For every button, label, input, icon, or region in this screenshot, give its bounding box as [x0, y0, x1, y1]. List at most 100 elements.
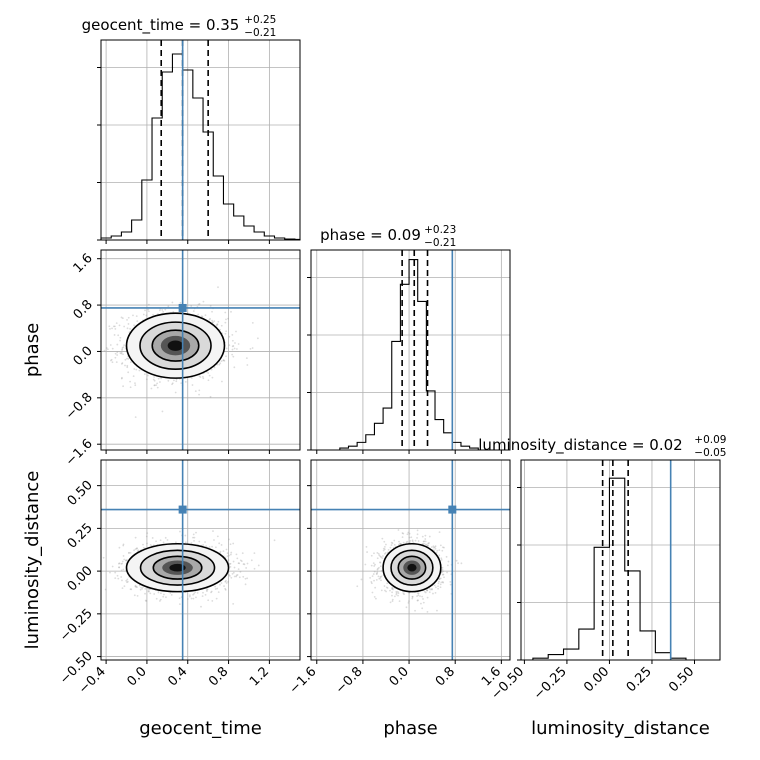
sample-point — [121, 348, 124, 351]
sample-point — [144, 592, 146, 595]
sample-point — [422, 601, 425, 604]
sample-point — [449, 580, 452, 583]
sample-point — [122, 555, 125, 557]
sample-point — [237, 343, 240, 345]
sample-point — [160, 592, 162, 595]
sample-point — [236, 557, 239, 560]
sample-point — [455, 559, 458, 562]
sample-point — [96, 588, 98, 590]
sample-point — [376, 571, 379, 574]
sample-point — [226, 552, 229, 555]
sample-point — [372, 573, 375, 575]
sample-point — [437, 587, 439, 590]
sample-point — [440, 571, 443, 574]
scatter-inner — [96, 460, 300, 660]
sample-point — [121, 562, 124, 565]
ytick-label-phase: 0.8 — [71, 297, 96, 322]
sample-point — [153, 376, 156, 378]
sample-point — [218, 542, 221, 545]
sample-point — [436, 609, 438, 612]
sample-point — [153, 593, 156, 595]
sample-point — [125, 559, 128, 562]
sample-point — [419, 595, 421, 598]
sample-point — [200, 315, 203, 318]
sample-point — [439, 583, 442, 586]
sample-point — [211, 319, 213, 322]
sample-point — [161, 410, 164, 413]
sample-point — [137, 549, 140, 552]
sample-point — [156, 382, 159, 385]
sample-point — [257, 564, 260, 567]
sample-point — [401, 536, 404, 539]
sample-point — [441, 568, 444, 571]
sample-point — [161, 309, 164, 311]
sample-point — [122, 544, 125, 547]
sample-point — [132, 375, 135, 378]
sample-point — [190, 305, 193, 307]
sample-point — [142, 313, 145, 316]
sample-point — [380, 569, 383, 572]
sample-point — [192, 310, 195, 312]
sample-point — [235, 575, 238, 578]
sample-point — [395, 590, 398, 593]
sample-point — [173, 379, 175, 382]
sample-point — [376, 572, 378, 575]
sample-point — [433, 584, 436, 587]
sample-point — [141, 586, 144, 589]
sample-point — [251, 347, 254, 349]
contour-line-2 — [151, 329, 200, 362]
sample-point — [366, 551, 368, 553]
sample-point — [174, 541, 177, 544]
sample-point — [426, 596, 429, 599]
sample-point — [140, 586, 142, 589]
xtick-label-luminosity_distance: 0.50 — [666, 664, 697, 695]
sample-point — [373, 579, 375, 582]
sample-point — [382, 547, 385, 550]
sample-point — [411, 595, 414, 598]
sample-point — [217, 286, 219, 289]
sample-point — [227, 317, 229, 320]
sample-point — [141, 587, 144, 590]
sample-point — [434, 586, 437, 589]
sample-point — [382, 549, 385, 552]
sample-point — [234, 342, 236, 344]
sample-point — [102, 556, 105, 559]
sample-point — [153, 379, 156, 382]
sample-point — [118, 566, 120, 569]
sample-point — [232, 542, 235, 545]
sample-point — [228, 574, 231, 576]
sample-point — [434, 591, 437, 594]
sample-point — [152, 313, 154, 316]
sample-point — [438, 578, 441, 581]
contour-line-1 — [139, 321, 212, 370]
sample-point — [136, 586, 138, 588]
sample-point — [398, 600, 401, 603]
yaxis-label-phase: phase — [22, 323, 43, 377]
sample-point — [116, 574, 119, 577]
sample-point — [378, 577, 381, 580]
sample-point — [142, 546, 145, 549]
sample-point — [202, 544, 205, 546]
sample-point — [370, 554, 373, 557]
sample-point — [432, 545, 435, 548]
sample-point — [206, 588, 209, 591]
histogram-phase — [339, 258, 479, 450]
sample-point — [153, 384, 156, 387]
sample-point — [230, 310, 232, 313]
sample-point — [228, 575, 231, 577]
sample-point — [428, 591, 431, 594]
sample-point — [421, 607, 424, 610]
sample-point — [430, 546, 433, 549]
sample-point — [442, 570, 444, 573]
sample-point — [395, 592, 398, 595]
sample-point — [406, 540, 409, 543]
sample-point — [195, 531, 197, 534]
sample-point — [127, 323, 130, 325]
sample-point — [434, 546, 436, 549]
sample-point — [175, 380, 178, 383]
sample-point — [163, 593, 165, 596]
sample-point — [193, 536, 196, 539]
sample-point — [443, 576, 445, 579]
hist-panel-luminosity_distance: luminosity_distance = 0.02 +0.09−0.05 — [478, 434, 726, 661]
sample-point — [145, 378, 148, 381]
